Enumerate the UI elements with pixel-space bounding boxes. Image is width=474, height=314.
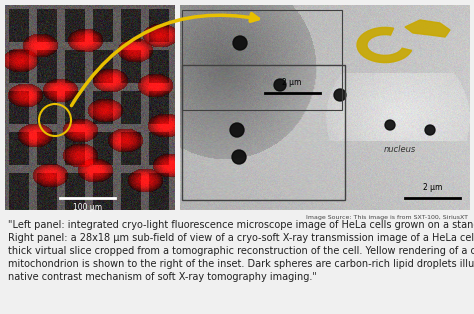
Text: 2 μm: 2 μm	[283, 78, 301, 87]
Circle shape	[385, 120, 395, 130]
Text: native contrast mechanism of soft X-ray tomography imaging.": native contrast mechanism of soft X-ray …	[8, 272, 317, 282]
Polygon shape	[357, 27, 411, 62]
Text: Image Source: This image is from SXT-100, SiriusXT: Image Source: This image is from SXT-100…	[306, 215, 468, 220]
Circle shape	[230, 123, 244, 137]
Text: thick virtual slice cropped from a tomographic reconstruction of the cell. Yello: thick virtual slice cropped from a tomog…	[8, 246, 474, 256]
Circle shape	[233, 36, 247, 50]
Circle shape	[425, 125, 435, 135]
Text: nucleus: nucleus	[384, 145, 416, 154]
Circle shape	[274, 79, 286, 91]
Text: Right panel: a 28x18 μm sub-field of view of a cryo-soft X-ray transmission imag: Right panel: a 28x18 μm sub-field of vie…	[8, 233, 474, 243]
Text: 2 μm: 2 μm	[423, 183, 443, 192]
Polygon shape	[405, 20, 450, 37]
Text: "Left panel: integrated cryo-light fluorescence microscope image of HeLa cells g: "Left panel: integrated cryo-light fluor…	[8, 220, 474, 230]
Circle shape	[232, 150, 246, 164]
Bar	[182, 10, 342, 110]
Text: mitochondrion is shown to the right of the inset. Dark spheres are carbon-rich l: mitochondrion is shown to the right of t…	[8, 259, 474, 269]
Circle shape	[334, 89, 346, 101]
Bar	[182, 65, 345, 200]
Text: 100 μm: 100 μm	[73, 203, 102, 212]
